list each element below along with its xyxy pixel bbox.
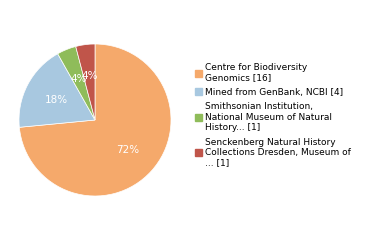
Wedge shape [19,44,171,196]
Legend: Centre for Biodiversity
Genomics [16], Mined from GenBank, NCBI [4], Smithsonian: Centre for Biodiversity Genomics [16], M… [195,63,351,167]
Text: 4%: 4% [81,71,98,81]
Wedge shape [76,44,95,120]
Text: 72%: 72% [116,145,139,155]
Text: 4%: 4% [70,74,87,84]
Wedge shape [58,47,95,120]
Text: 18%: 18% [44,95,68,105]
Wedge shape [19,54,95,127]
